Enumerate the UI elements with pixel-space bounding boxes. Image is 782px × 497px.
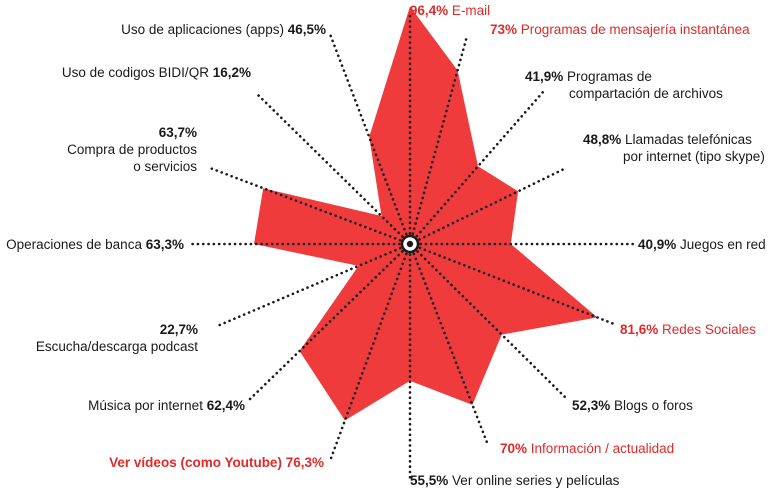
label-banca: Operaciones de banca 63,3%	[6, 236, 184, 253]
label-videos-name: Ver vídeos (como Youtube)	[109, 455, 282, 470]
label-redes: 81,6% Redes Sociales	[620, 321, 756, 338]
label-apps-pct: 46,5%	[287, 22, 326, 37]
label-mensajeria-name: Programas de mensajería instantánea	[520, 22, 750, 37]
label-email: 96,4% E-mail	[395, 2, 505, 19]
label-informacion: 70% Información / actualidad	[500, 440, 674, 457]
spoke-lines	[188, 12, 635, 480]
spoke-8	[408, 242, 490, 447]
spoke-15	[253, 90, 412, 246]
label-compra-name: Compra de productos	[67, 142, 197, 157]
label-compartacion-name-2: compartación de archivos	[569, 86, 723, 101]
label-redes-pct: 81,6%	[620, 322, 659, 337]
spoke-16	[328, 32, 412, 246]
spoke-6	[408, 242, 616, 326]
label-juegos: 40,9% Juegos en red	[638, 236, 766, 253]
label-podcast-pct: 22,7%	[159, 322, 198, 337]
spoke-3	[408, 90, 545, 246]
label-podcast: 22,7% Escucha/descarga podcast	[36, 321, 198, 355]
label-blogs-name: Blogs o foros	[614, 398, 693, 413]
label-banca-name: Operaciones de banca	[6, 237, 142, 252]
label-series: 55,5% Ver online series y películas	[410, 472, 619, 489]
radar-area	[254, 6, 598, 421]
label-compra: 63,7% Compra de productos o servicios	[67, 124, 197, 175]
label-bidi-pct: 16,2%	[212, 65, 251, 80]
label-compartacion: 41,9% Programas de compartación de archi…	[525, 68, 723, 102]
label-compra-pct: 63,7%	[158, 125, 197, 140]
label-videos: Ver vídeos (como Youtube) 76,3%	[109, 454, 324, 471]
label-juegos-pct: 40,9%	[638, 237, 677, 252]
spoke-10	[328, 242, 412, 463]
label-apps: Uso de aplicaciones (apps) 46,5%	[121, 21, 326, 38]
label-email-pct: 96,4%	[409, 3, 449, 18]
label-podcast-name: Escucha/descarga podcast	[35, 339, 198, 354]
spoke-11	[246, 242, 412, 403]
label-llamadas-name: Llamadas telefónicas	[625, 132, 752, 147]
label-email-name: E-mail	[451, 3, 491, 18]
spoke-12	[213, 242, 412, 329]
label-apps-name: Uso de aplicaciones (apps)	[121, 22, 284, 37]
label-compartacion-pct: 41,9%	[525, 69, 564, 84]
label-blogs-pct: 52,3%	[572, 398, 611, 413]
label-mensajeria: 73% Programas de mensajería instantánea	[490, 21, 750, 38]
label-compartacion-name: Programas de	[567, 69, 652, 84]
label-informacion-name: Información / actualidad	[530, 441, 675, 456]
label-musica-name: Música por internet	[88, 398, 203, 413]
label-bidi: Uso de codigos BIDI/QR 16,2%	[62, 64, 251, 81]
label-juegos-name: Juegos en red	[680, 237, 766, 252]
label-series-pct: 55,5%	[410, 473, 449, 488]
label-redes-name: Redes Sociales	[662, 322, 756, 337]
label-llamadas-pct: 48,8%	[583, 132, 622, 147]
center-marker	[400, 234, 420, 254]
label-blogs: 52,3% Blogs o foros	[572, 397, 693, 414]
label-series-name: Ver online series y películas	[452, 473, 620, 488]
label-banca-pct: 63,3%	[145, 237, 184, 252]
spoke-7	[408, 242, 570, 402]
label-compra-name-2: o servicios	[133, 159, 197, 174]
spoke-14	[208, 166, 412, 246]
label-musica: Música por internet 62,4%	[88, 397, 245, 414]
label-mensajeria-pct: 73%	[490, 22, 518, 37]
center-dot	[406, 240, 414, 248]
label-llamadas: 48,8% Llamadas telefónicas por internet …	[583, 131, 765, 165]
label-llamadas-name-2: por internet (tipo skype)	[623, 149, 765, 164]
spoke-2	[408, 34, 469, 246]
label-videos-pct: 76,3%	[285, 455, 324, 470]
label-musica-pct: 62,4%	[206, 398, 245, 413]
label-bidi-name: Uso de codigos BIDI/QR	[61, 65, 209, 80]
label-informacion-pct: 70%	[500, 441, 528, 456]
